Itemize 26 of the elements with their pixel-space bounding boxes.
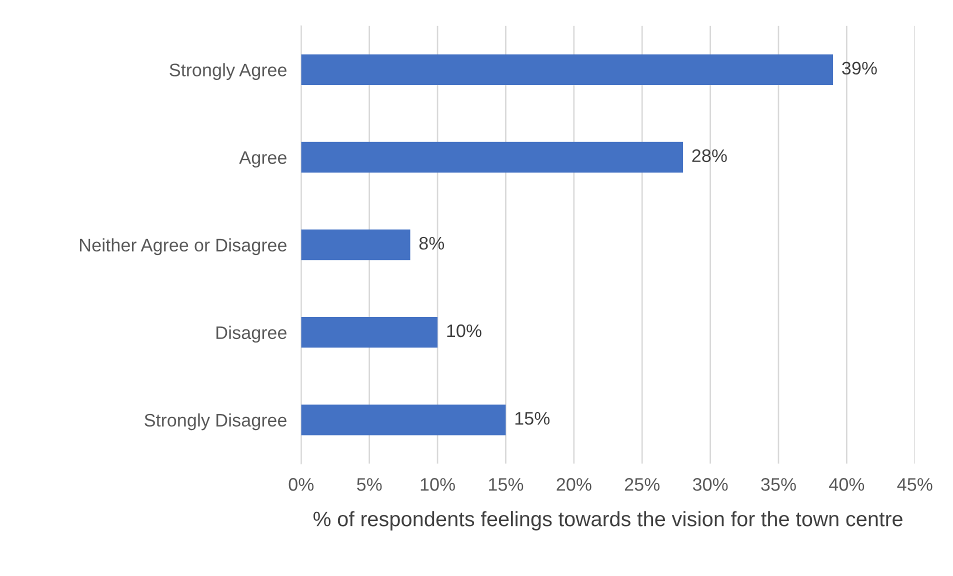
x-tick-label: 30% xyxy=(692,478,728,491)
data-label: 28% xyxy=(692,149,727,162)
x-tick-label: 25% xyxy=(624,478,660,491)
bar xyxy=(301,317,438,348)
data-label: 39% xyxy=(842,62,877,75)
y-tick-label: Neither Agree or Disagree xyxy=(80,238,286,256)
x-tick-label: 45% xyxy=(897,478,932,491)
x-tick-label: 35% xyxy=(761,478,796,491)
bar xyxy=(301,142,684,173)
data-label: 8% xyxy=(419,236,444,250)
y-tick-label: Strongly Disagree xyxy=(144,413,286,430)
x-tick-label: 20% xyxy=(556,478,592,491)
x-tick-label: 0% xyxy=(288,478,314,491)
x-tick-label: 10% xyxy=(420,478,455,491)
y-tick-label: Agree xyxy=(239,151,286,168)
bar xyxy=(301,54,834,86)
data-label: 15% xyxy=(515,412,550,425)
bar xyxy=(301,404,506,436)
x-tick-label: 5% xyxy=(357,478,382,491)
bar xyxy=(301,229,410,260)
x-tick-label: 40% xyxy=(829,478,864,491)
y-tick-label: Disagree xyxy=(216,326,286,343)
x-axis-title: % of respondents feelings towards the vision for the town centre xyxy=(313,511,902,530)
x-tick-label: 15% xyxy=(489,478,524,491)
data-label: 10% xyxy=(447,324,482,338)
y-tick-label: Strongly Agree xyxy=(170,63,286,80)
